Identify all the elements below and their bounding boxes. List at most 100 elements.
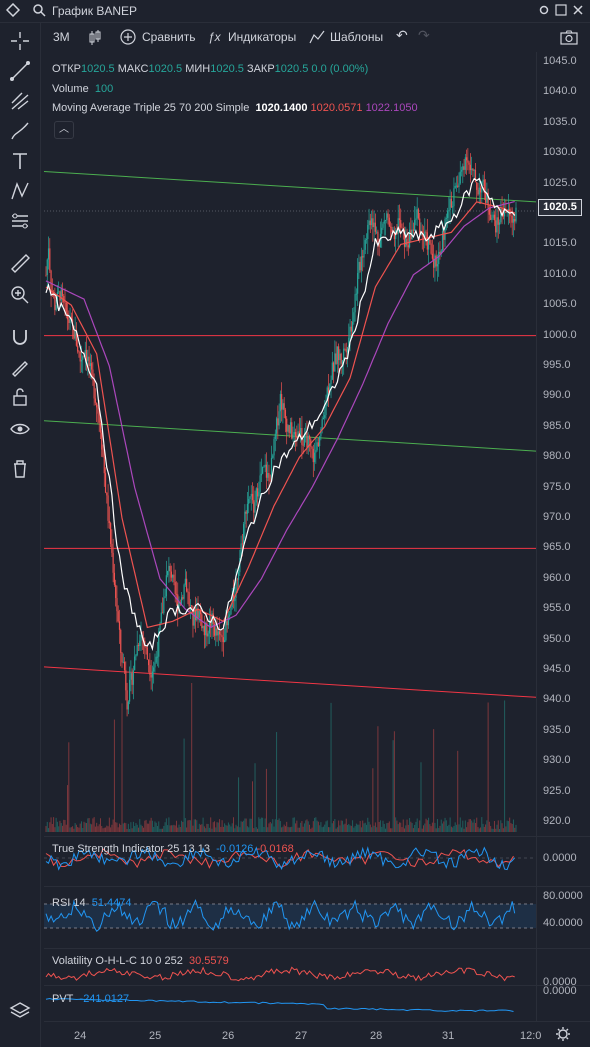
trash-icon[interactable]: [9, 458, 31, 480]
trend-line-icon[interactable]: [9, 60, 31, 82]
volume-bar: [274, 819, 276, 832]
eye-icon[interactable]: [9, 418, 31, 440]
popout-icon[interactable]: [555, 4, 567, 16]
candle-body: [50, 270, 52, 293]
price-axis-tick: 980.0: [543, 450, 571, 463]
volume-legend[interactable]: Volume 100: [52, 83, 113, 95]
candle-body: [158, 631, 160, 657]
candle-body: [54, 296, 56, 311]
candle-body: [113, 572, 116, 585]
candle-body: [401, 227, 403, 229]
candle-body: [350, 326, 352, 332]
volume-bar: [88, 818, 90, 832]
candle-body: [374, 222, 376, 232]
compare-button[interactable]: Сравнить: [142, 30, 196, 44]
pane-separator[interactable]: [44, 948, 590, 949]
magnet-icon[interactable]: [9, 326, 31, 348]
candle-body: [118, 621, 121, 630]
candle-body: [61, 289, 64, 297]
candle-body: [236, 579, 238, 581]
volume-bar: [241, 821, 243, 832]
volume-bar: [239, 827, 241, 832]
ruler-icon[interactable]: [9, 252, 31, 274]
camera-icon[interactable]: [560, 29, 578, 45]
collapse-legend-button[interactable]: ︿: [54, 121, 74, 139]
volume-bar: [217, 822, 219, 832]
candle-body: [84, 350, 86, 357]
redo-icon[interactable]: ↷: [418, 27, 430, 43]
volume-bar: [126, 828, 128, 832]
candle-body: [448, 209, 450, 211]
undo-icon[interactable]: ↶: [396, 27, 408, 43]
price-chart[interactable]: [44, 52, 536, 1022]
close-icon[interactable]: [572, 4, 584, 16]
rsi-legend[interactable]: RSI 14 51.4474: [52, 897, 132, 909]
indicators-icon[interactable]: ƒx: [208, 30, 221, 44]
candle-body: [358, 261, 360, 274]
candle-body: [493, 214, 496, 221]
volume-bar: [50, 817, 52, 832]
settings-icon[interactable]: [538, 4, 550, 16]
volume-bar: [200, 824, 202, 832]
volume-bar: [220, 826, 222, 832]
ma-legend[interactable]: Moving Average Triple 25 70 200 Simple 1…: [52, 102, 418, 114]
candle-body: [205, 622, 207, 636]
candle-body: [121, 652, 123, 663]
candle-body: [498, 222, 501, 225]
prediction-icon[interactable]: [9, 210, 31, 232]
pattern-icon[interactable]: [9, 180, 31, 202]
text-icon[interactable]: [9, 150, 31, 172]
candle-body: [134, 656, 136, 671]
volume-bar: [211, 828, 213, 832]
candle-body: [212, 613, 214, 624]
pvt-legend[interactable]: PVT -241.0127: [52, 993, 129, 1005]
volatility-legend[interactable]: Volatility O-H-L-C 10 0 252 30.5579: [52, 955, 229, 967]
tsi-legend[interactable]: True Strength Indicator 25 13 13 -0.0126…: [52, 843, 294, 855]
pane-separator[interactable]: [44, 886, 590, 887]
volume-bar: [278, 818, 280, 832]
volume-bar: [98, 824, 100, 832]
candle-body: [400, 220, 402, 228]
interval-button[interactable]: 3M: [53, 30, 70, 44]
candle-body: [243, 524, 245, 544]
volume-bar: [450, 826, 452, 832]
volume-bar: [439, 825, 441, 832]
volume-bar: [290, 827, 292, 832]
candle-body: [47, 248, 50, 260]
candles-type-icon[interactable]: [88, 29, 102, 47]
pitchfork-icon[interactable]: [9, 90, 31, 112]
zoom-in-icon[interactable]: [9, 284, 31, 306]
logo-icon: [6, 3, 20, 17]
templates-button[interactable]: Шаблоны: [330, 30, 384, 44]
search-icon[interactable]: [32, 3, 46, 17]
volume-bar: [122, 823, 124, 832]
layers-icon[interactable]: [9, 1000, 31, 1022]
indicators-button[interactable]: Индикаторы: [228, 30, 297, 44]
gear-icon[interactable]: [555, 1026, 571, 1042]
price-axis[interactable]: [536, 52, 590, 1022]
volume-bar: [224, 823, 226, 832]
candle-body: [225, 621, 227, 641]
candle-body: [258, 491, 260, 497]
volume-bar: [367, 817, 369, 832]
lock-icon[interactable]: [9, 386, 31, 408]
candle-body: [230, 606, 232, 615]
pane-separator[interactable]: [44, 985, 590, 986]
brush-icon[interactable]: [9, 120, 31, 142]
candle-body: [514, 219, 516, 222]
candle-body: [319, 436, 321, 447]
volume-bar: [251, 781, 253, 832]
candle-body: [479, 187, 482, 193]
crosshair-icon[interactable]: [9, 30, 31, 52]
candle-body: [412, 229, 414, 231]
price-axis-tick: 1035.0: [543, 115, 577, 128]
pane-separator[interactable]: [44, 836, 590, 837]
templates-icon[interactable]: [309, 30, 325, 44]
add-compare-icon[interactable]: [120, 29, 136, 45]
volume-bar: [307, 821, 309, 832]
candle-body: [149, 665, 151, 675]
candle-body: [270, 457, 273, 481]
candle-body: [360, 256, 363, 271]
lock-drawing-icon[interactable]: [9, 356, 31, 378]
low-value: 1020.5: [210, 63, 244, 75]
